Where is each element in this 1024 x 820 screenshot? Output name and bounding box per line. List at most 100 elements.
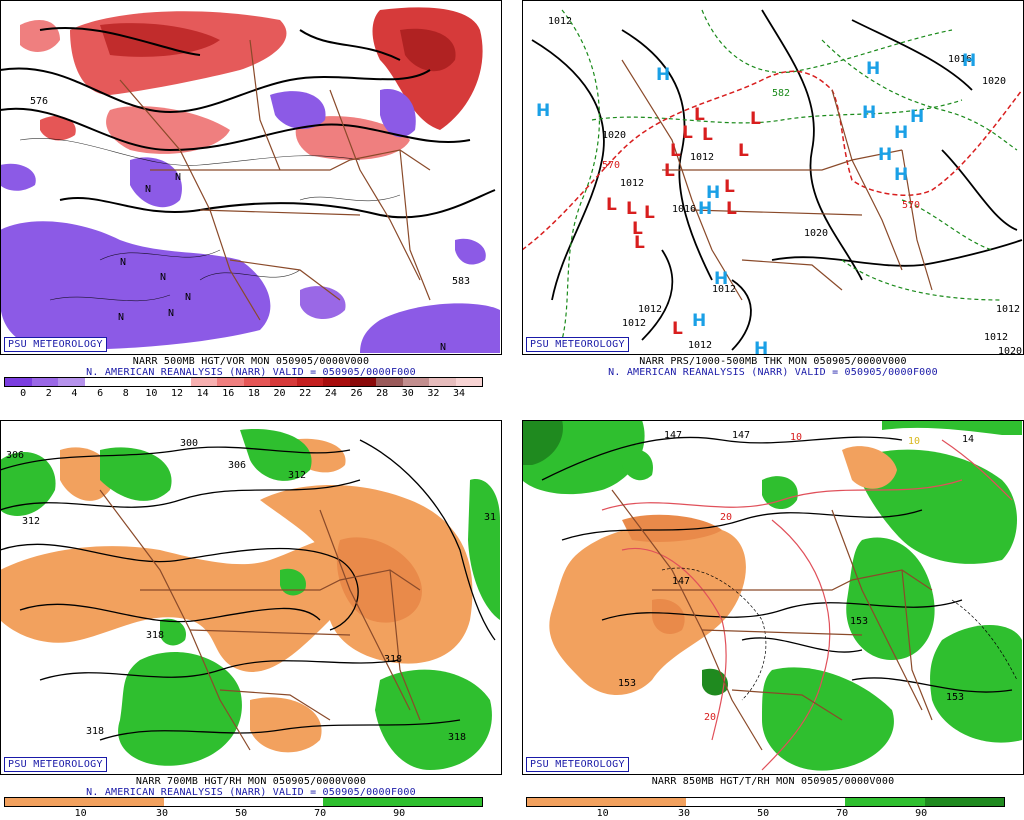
high-pressure-symbol: H [536,101,550,121]
contour-label: 312 [22,516,40,527]
low-pressure-symbol: L [606,195,617,215]
vort-negative-area [0,163,36,191]
contour-label: 306 [6,450,24,461]
contour-label: 318 [86,726,104,737]
moist-area [762,667,894,771]
isobar-label: 1016 [948,54,972,65]
scale-tick: 34 [453,388,466,399]
map-700mb: 300 306 306 312 312 31 318 318 318 318 [0,420,502,775]
moist-area [622,448,653,481]
moist-area [882,420,1022,435]
scale-tick: 18 [247,388,260,399]
moist-area [762,476,798,510]
isobar-label: 1020 [998,346,1022,355]
rh-scale-dry [5,798,164,806]
high-pressure-symbol: H [714,269,728,289]
low-pressure-symbol: L [664,161,675,181]
vorticity-scale-cell [376,378,403,386]
scale-tick: 14 [196,388,209,399]
moist-area [930,625,1022,743]
high-pressure-symbol: H [878,145,892,165]
temperature-label: 10 [908,436,920,447]
moist-area [468,479,500,620]
isobar-label: 1020 [804,228,828,239]
scale-tick: 20 [273,388,286,399]
panel-subcaption: N. AMERICAN REANALYSIS (NARR) VALID = 05… [608,367,938,378]
scale-tick: 6 [97,388,104,399]
contour-label: 318 [384,654,402,665]
political-borders [119,39,431,321]
high-pressure-symbol: H [706,183,720,203]
thickness-label: 570 [602,160,620,171]
vorticity-scale-cell [402,378,429,386]
moist-area [240,429,312,481]
scale-tick: 32 [427,388,440,399]
high-pressure-symbol: H [754,339,768,355]
thickness-570 [522,70,1023,251]
moist-area [0,451,56,516]
map-labels: 576 N N N N N N N N 583 [30,96,470,353]
vort-min-label: N [185,292,191,303]
dry-area [622,514,722,542]
moist-area [375,669,492,770]
map-pressure: 1012 1020 1012 1012 1016 1012 1020 1012 … [522,0,1024,355]
panel-500mb-vorticity: 576 N N N N N N N N 583 PSU METEOROLOGY … [0,0,502,400]
vorticity-scale-cell [455,378,482,386]
contour-label: 147 [664,430,682,441]
vort-min-label: N [145,184,151,195]
scale-tick: 10 [74,808,87,819]
vorticity-scale-cell [323,378,350,386]
scale-tick: 90 [915,808,928,819]
scale-tick: 70 [836,808,849,819]
high-pressure-symbol: H [862,103,876,123]
isobar-label: 1012 [622,318,646,329]
contour-label: 576 [30,96,48,107]
scale-tick: 8 [122,388,129,399]
vort-min-label: N [175,172,181,183]
contour-label: 306 [228,460,246,471]
low-pressure-symbol: L [634,233,645,253]
scale-tick: 16 [222,388,235,399]
low-pressure-symbol: L [726,199,737,219]
contour-label: 153 [618,678,636,689]
isobar-label: 1012 [548,16,572,27]
contour-label: 583 [452,276,470,287]
isobar-label: 1012 [712,284,736,295]
vorticity-scale-cell [190,378,217,386]
map-labels: 1012 1020 1012 1012 1016 1012 1020 1012 … [548,16,1022,355]
scale-tick: 70 [314,808,327,819]
low-pressure-symbol: L [738,141,749,161]
scale-tick: 10 [596,808,609,819]
vort-min-label: N [120,257,126,268]
contour-label: 153 [946,692,964,703]
pressure-centers: H H H H H H H H H H H H H H L L L L L L … [536,51,976,355]
panel-700mb-rh: 300 306 306 312 312 31 318 318 318 318 P… [0,420,502,820]
moist-area [100,447,172,501]
low-pressure-symbol: L [626,199,637,219]
rh-scale-moist [845,798,925,806]
low-pressure-symbol: L [750,109,761,129]
isobar-label: 1020 [982,76,1006,87]
low-pressure-symbol: L [644,203,655,223]
moist-area [280,568,306,596]
isobar-label: 1012 [690,152,714,163]
vorticity-scale-cell [429,378,456,386]
contour-label: 318 [448,732,466,743]
moist-area [846,537,935,660]
scale-tick: 12 [170,388,184,399]
vort-positive-area [400,28,456,72]
low-pressure-symbol: L [702,125,713,145]
dry-area [336,537,422,623]
contour-label: 318 [146,630,164,641]
high-pressure-symbol: H [894,123,908,143]
vort-min-label: N [440,342,446,353]
vorticity-scale-cell [296,378,323,386]
vorticity-scale-cell [243,378,270,386]
vort-min-label: N [168,308,174,319]
psu-meteorology-badge: PSU METEOROLOGY [526,757,629,772]
rh-scale-ticks: 10 30 50 70 90 [526,808,1005,820]
rh-scale-ticks: 10 30 50 70 90 [4,808,483,820]
scale-tick: 30 [678,808,691,819]
low-pressure-symbol: L [724,177,735,197]
contour-label: 153 [850,616,868,627]
